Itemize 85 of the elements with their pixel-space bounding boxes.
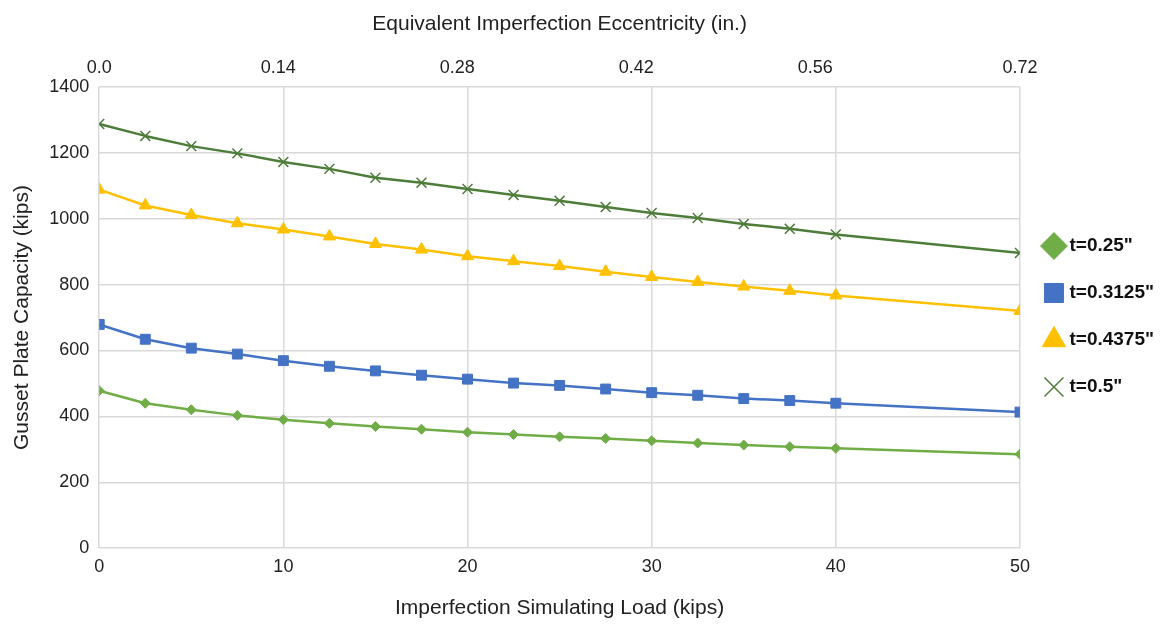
point [599, 201, 612, 213]
point [830, 442, 842, 454]
point [738, 393, 750, 405]
point [414, 242, 429, 254]
x2-tick-label: 0.56 [797, 56, 833, 77]
point [230, 215, 244, 228]
point [599, 264, 613, 276]
point [138, 197, 152, 210]
x-tick-label: 0 [94, 555, 105, 576]
point [784, 223, 796, 235]
x2-tick-label: 0.42 [618, 56, 654, 77]
y-tick-label: 800 [59, 273, 90, 294]
point [139, 333, 151, 345]
point [368, 236, 383, 249]
point [783, 283, 797, 295]
x-tick-label: 50 [1009, 555, 1030, 576]
point [185, 342, 197, 354]
point [829, 287, 843, 300]
point [508, 377, 520, 389]
x-axis-title: Imperfection Simulating Load (kips) [395, 595, 725, 619]
point [645, 269, 659, 281]
point [139, 130, 151, 142]
point [507, 253, 521, 266]
point [231, 409, 243, 421]
point [370, 365, 381, 377]
point [231, 348, 243, 360]
point [322, 228, 336, 241]
point [415, 177, 428, 189]
point [600, 432, 612, 444]
legend-label: t=0.3125" [1069, 281, 1154, 303]
point [692, 212, 704, 224]
point [277, 414, 289, 426]
point [231, 147, 244, 160]
legend-label: t=0.5" [1069, 375, 1123, 397]
legend-label: t=0.25" [1069, 234, 1133, 256]
point [830, 397, 842, 409]
x2-tick-label: 0.0 [86, 56, 112, 77]
point [692, 389, 704, 401]
point [323, 360, 335, 372]
x-tick-label: 20 [457, 555, 478, 576]
y-tick-label: 200 [59, 471, 90, 492]
point [600, 383, 612, 395]
point [277, 355, 289, 367]
point [461, 183, 474, 195]
point [369, 421, 381, 433]
x2-tick-label: 0.72 [1002, 56, 1038, 77]
y-tick-label: 1000 [49, 207, 90, 228]
point [646, 387, 658, 399]
y-tick-label: 400 [59, 405, 90, 426]
point [691, 274, 705, 286]
legend-label: t=0.4375" [1069, 328, 1154, 350]
point [462, 426, 474, 438]
point [784, 441, 796, 453]
point [460, 248, 475, 261]
point [185, 140, 198, 152]
point [369, 172, 382, 184]
x-tick-label: 30 [641, 555, 662, 576]
point [830, 228, 842, 241]
point [554, 379, 566, 391]
point [508, 429, 520, 440]
y-tick-label: 600 [59, 339, 90, 360]
point [462, 373, 473, 385]
point [277, 156, 290, 168]
point [738, 218, 750, 230]
point [185, 404, 197, 416]
point [416, 369, 427, 381]
point [645, 207, 658, 219]
x-tick-label: 10 [273, 555, 294, 576]
point [323, 163, 336, 175]
x2-tick-label: 0.14 [260, 56, 296, 77]
point [737, 279, 751, 291]
point [553, 258, 567, 271]
x2-axis-title: Equivalent Imperfection Eccentricity (in.) [372, 11, 747, 35]
x2-tick-label: 0.28 [439, 56, 475, 77]
point [553, 195, 566, 207]
y-tick-label: 1200 [49, 141, 90, 162]
point [507, 189, 520, 201]
y-tick-label: 1400 [49, 75, 90, 96]
y-axis-title: Gusset Plate Capacity (kips) [9, 185, 33, 450]
point [184, 207, 198, 219]
y-tick-label: 0 [79, 537, 90, 558]
point [784, 395, 796, 406]
point [276, 222, 290, 234]
x-tick-label: 40 [825, 555, 846, 576]
point [139, 397, 151, 409]
